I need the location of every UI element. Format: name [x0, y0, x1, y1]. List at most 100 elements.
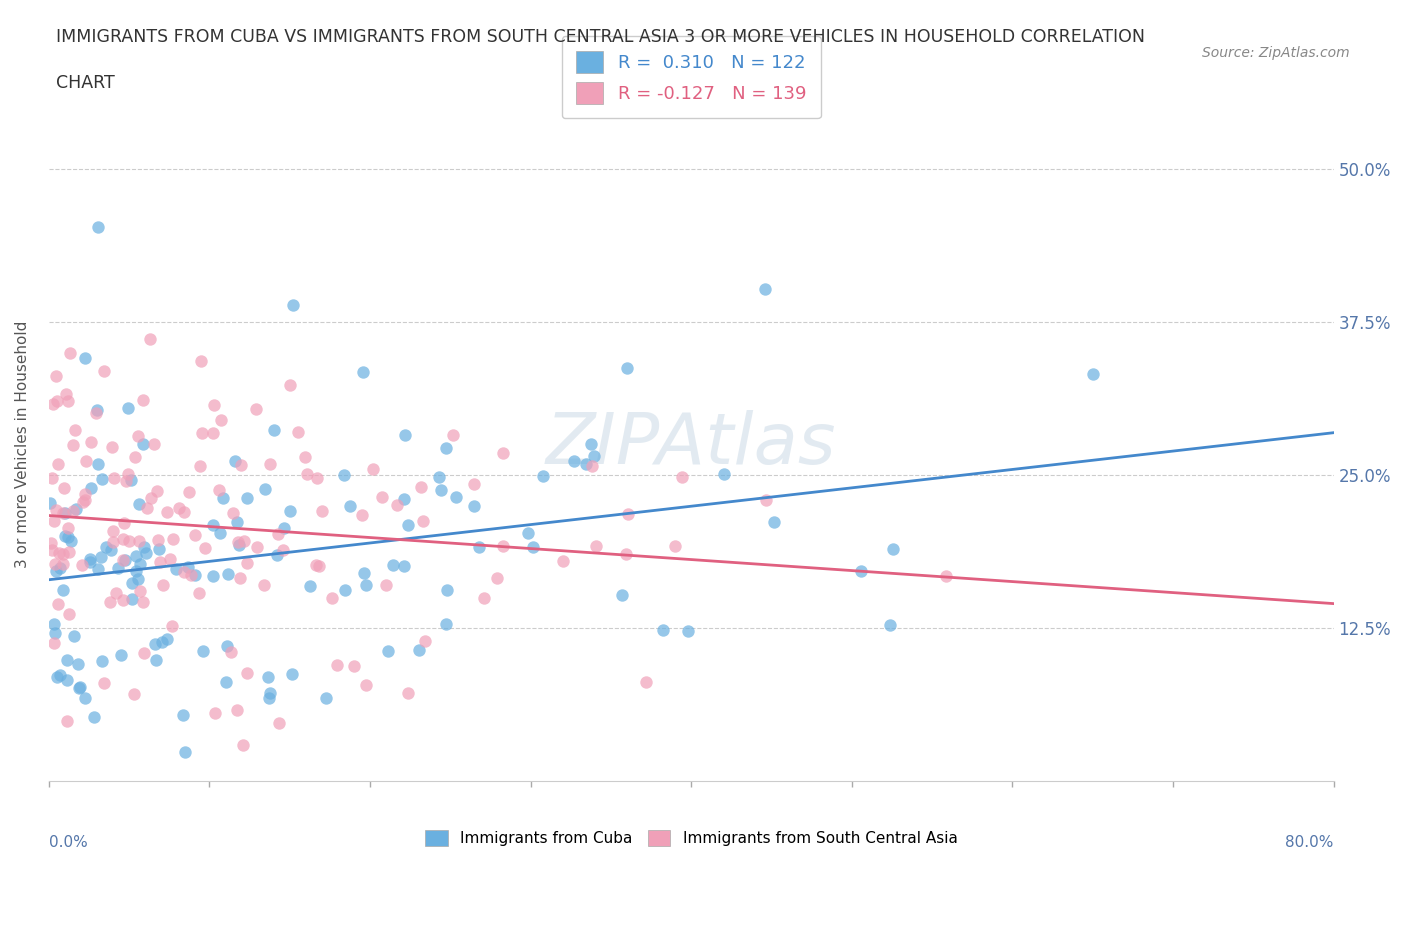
Point: [118, 534, 141, 549]
Text: Source: ZipAtlas.com: Source: ZipAtlas.com: [1202, 46, 1350, 60]
Point: [190, 353, 212, 368]
Point: [177, 485, 200, 499]
Point: [120, 472, 142, 487]
Point: [145, 484, 167, 498]
Point: [45, 369, 67, 384]
Point: [207, 483, 229, 498]
Point: [224, 453, 246, 468]
Point: [371, 490, 394, 505]
Point: [103, 471, 125, 485]
Point: [132, 646, 155, 661]
Point: [91, 654, 114, 669]
Point: [444, 490, 467, 505]
Point: [46, 670, 69, 684]
Point: [352, 365, 374, 379]
Point: [353, 565, 375, 580]
Point: [209, 413, 232, 428]
Point: [415, 633, 437, 648]
Point: [305, 471, 328, 485]
Point: [522, 539, 544, 554]
Point: [152, 578, 174, 592]
Point: [259, 457, 281, 472]
Point: [84, 406, 107, 421]
Point: [56, 653, 79, 668]
Point: [75, 691, 97, 706]
Point: [191, 425, 214, 440]
Point: [165, 562, 187, 577]
Point: [217, 567, 239, 582]
Point: [263, 423, 285, 438]
Point: [58, 544, 80, 559]
Point: [935, 568, 957, 583]
Point: [225, 702, 247, 717]
Point: [222, 505, 245, 520]
Point: [42, 396, 65, 411]
Point: [156, 631, 179, 646]
Point: [257, 690, 280, 705]
Point: [229, 571, 252, 586]
Point: [259, 685, 281, 700]
Point: [245, 402, 267, 417]
Point: [335, 583, 357, 598]
Point: [49, 668, 72, 683]
Point: [46, 596, 69, 611]
Point: [128, 497, 150, 512]
Point: [1081, 366, 1104, 381]
Point: [308, 558, 330, 573]
Point: [581, 458, 603, 473]
Point: [52, 506, 75, 521]
Point: [86, 562, 108, 577]
Point: [52, 582, 75, 597]
Point: [124, 449, 146, 464]
Point: [427, 470, 450, 485]
Point: [299, 578, 322, 593]
Point: [93, 676, 115, 691]
Point: [63, 422, 86, 437]
Point: [382, 558, 405, 573]
Y-axis label: 3 or more Vehicles in Household: 3 or more Vehicles in Household: [15, 321, 30, 568]
Point: [173, 504, 195, 519]
Point: [56, 530, 79, 545]
Point: [107, 561, 129, 576]
Point: [202, 518, 225, 533]
Text: 80.0%: 80.0%: [1285, 835, 1333, 850]
Point: [219, 644, 242, 659]
Point: [39, 536, 62, 551]
Point: [80, 481, 103, 496]
Point: [283, 298, 305, 312]
Point: [42, 513, 65, 528]
Point: [73, 351, 96, 365]
Text: CHART: CHART: [56, 74, 115, 92]
Point: [201, 569, 224, 584]
Point: [75, 454, 97, 469]
Point: [135, 501, 157, 516]
Point: [145, 653, 167, 668]
Point: [148, 541, 170, 556]
Point: [271, 543, 294, 558]
Point: [575, 457, 598, 472]
Point: [294, 449, 316, 464]
Point: [315, 691, 337, 706]
Point: [434, 441, 457, 456]
Point: [56, 673, 79, 688]
Point: [713, 467, 735, 482]
Point: [132, 594, 155, 609]
Point: [127, 429, 149, 444]
Point: [49, 560, 72, 575]
Point: [125, 564, 148, 578]
Point: [266, 548, 288, 563]
Point: [321, 591, 343, 605]
Point: [281, 667, 304, 682]
Point: [392, 491, 415, 506]
Point: [127, 571, 149, 586]
Point: [671, 470, 693, 485]
Point: [162, 619, 184, 634]
Point: [141, 490, 163, 505]
Point: [128, 556, 150, 571]
Point: [184, 567, 207, 582]
Point: [211, 491, 233, 506]
Point: [72, 495, 94, 510]
Point: [53, 506, 76, 521]
Point: [363, 461, 385, 476]
Point: [180, 567, 202, 582]
